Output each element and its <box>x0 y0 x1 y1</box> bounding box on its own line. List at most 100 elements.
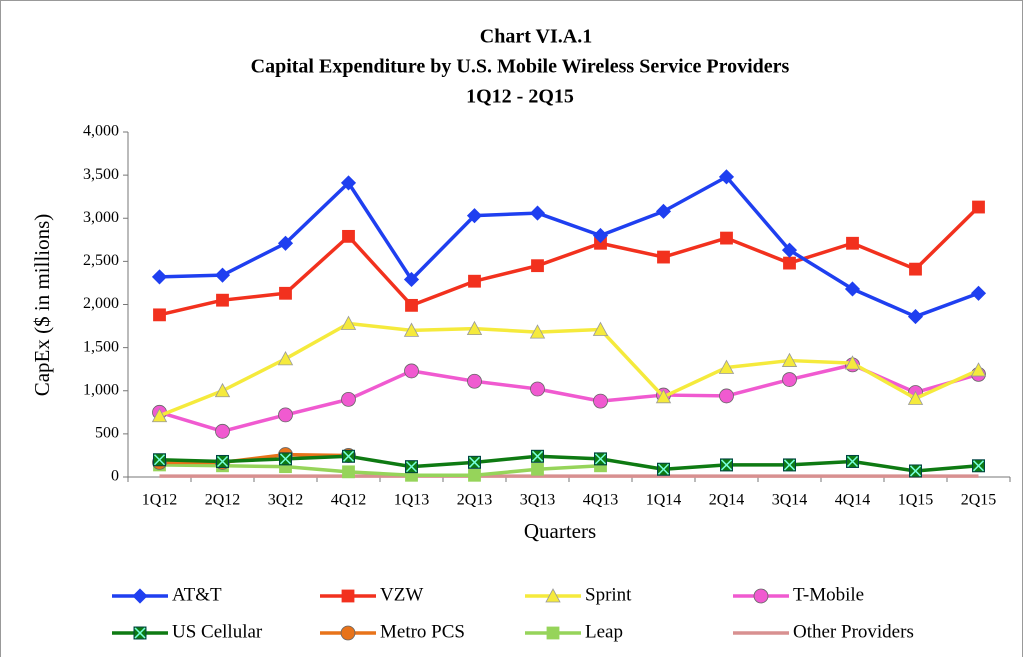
data-point <box>655 203 672 219</box>
data-point <box>655 388 672 404</box>
data-point <box>153 453 166 467</box>
data-point <box>216 293 229 307</box>
data-point <box>466 320 483 336</box>
data-point <box>151 407 168 423</box>
y-tick-label: 2,500 <box>83 252 119 269</box>
data-point <box>342 465 355 479</box>
x-tick-label: 2Q15 <box>961 492 997 509</box>
data-point <box>781 352 798 367</box>
data-point <box>530 381 545 397</box>
legend-text: Leap <box>585 621 623 642</box>
series-line <box>159 463 601 478</box>
data-point <box>277 235 294 251</box>
legend-marker <box>545 588 561 603</box>
data-point <box>972 200 985 214</box>
data-point <box>342 449 355 463</box>
data-point <box>405 460 418 474</box>
y-tick-label: 500 <box>95 425 119 442</box>
data-point <box>468 455 481 469</box>
data-point <box>153 308 166 322</box>
data-point <box>340 175 357 191</box>
legend-text: Other Providers <box>793 621 914 642</box>
data-point <box>340 315 357 330</box>
data-point <box>216 454 229 468</box>
data-point <box>720 231 733 245</box>
data-point <box>342 229 355 243</box>
data-point <box>719 388 734 404</box>
legend-text: Metro PCS <box>380 621 465 642</box>
x-tick-label: 1Q14 <box>646 492 682 509</box>
data-point <box>720 458 733 472</box>
y-tick-label: 0 <box>111 468 119 485</box>
legend-marker <box>340 625 356 641</box>
data-point <box>592 227 609 244</box>
data-point <box>278 407 293 423</box>
data-point <box>529 205 546 221</box>
data-point <box>214 382 231 398</box>
data-point <box>782 372 797 387</box>
y-tick-label: 3,000 <box>83 209 119 226</box>
data-point <box>279 452 292 466</box>
legend-marker <box>133 626 147 640</box>
y-tick-label: 4,000 <box>83 123 119 140</box>
x-tick-label: 1Q15 <box>898 492 934 509</box>
x-tick-label: 3Q12 <box>268 492 304 509</box>
data-point <box>531 449 544 463</box>
data-point <box>844 281 861 297</box>
chart-period: 1Q12 - 2Q15 <box>466 86 574 108</box>
data-point <box>907 309 924 325</box>
y-axis-title: CapEx ($ in millions) <box>30 214 54 397</box>
data-point <box>909 464 922 478</box>
series-line <box>159 454 979 473</box>
x-tick-label: 4Q13 <box>583 492 619 509</box>
legend-text: VZW <box>380 584 423 605</box>
series-line <box>159 205 980 317</box>
data-point <box>972 459 985 473</box>
data-point <box>844 355 861 370</box>
legend-text: Sprint <box>585 584 632 605</box>
chart-title: Chart VI.A.1 <box>480 26 592 48</box>
data-point <box>468 274 481 288</box>
data-point <box>846 236 859 250</box>
data-point <box>403 271 420 288</box>
data-point <box>718 169 735 185</box>
data-point <box>403 322 420 337</box>
data-point <box>907 390 924 405</box>
legend-marker <box>132 588 148 604</box>
legend-marker <box>546 626 560 640</box>
legend-text: T-Mobile <box>793 584 864 605</box>
data-point <box>341 391 356 407</box>
data-point <box>592 321 609 336</box>
x-tick-label: 1Q13 <box>394 492 430 509</box>
x-tick-label: 3Q14 <box>772 492 808 509</box>
x-tick-label: 2Q12 <box>205 492 241 509</box>
legend-text: US Cellular <box>172 621 263 642</box>
series-line <box>159 175 980 319</box>
data-point <box>531 259 544 273</box>
chart-subtitle: Capital Expenditure by U.S. Mobile Wirel… <box>251 56 790 78</box>
data-point <box>657 462 670 476</box>
x-tick-label: 1Q12 <box>142 492 178 509</box>
data-point <box>405 298 418 312</box>
data-point <box>466 208 483 224</box>
y-tick-label: 1,500 <box>83 338 119 355</box>
legend-marker <box>341 589 355 603</box>
data-point <box>970 285 987 301</box>
x-tick-label: 2Q14 <box>709 492 745 509</box>
data-point <box>531 462 544 476</box>
x-tick-label: 4Q14 <box>835 492 871 509</box>
y-tick-label: 2,000 <box>83 295 119 312</box>
data-point <box>718 359 735 374</box>
x-tick-label: 3Q13 <box>520 492 556 509</box>
data-point <box>215 423 230 439</box>
data-point <box>404 363 419 379</box>
series-line <box>158 363 979 434</box>
data-point <box>657 250 670 264</box>
legend-marker <box>753 588 769 604</box>
y-tick-label: 3,500 <box>83 166 119 183</box>
data-point <box>783 256 796 270</box>
y-tick-label: 1,000 <box>83 381 119 398</box>
data-point <box>468 468 481 482</box>
